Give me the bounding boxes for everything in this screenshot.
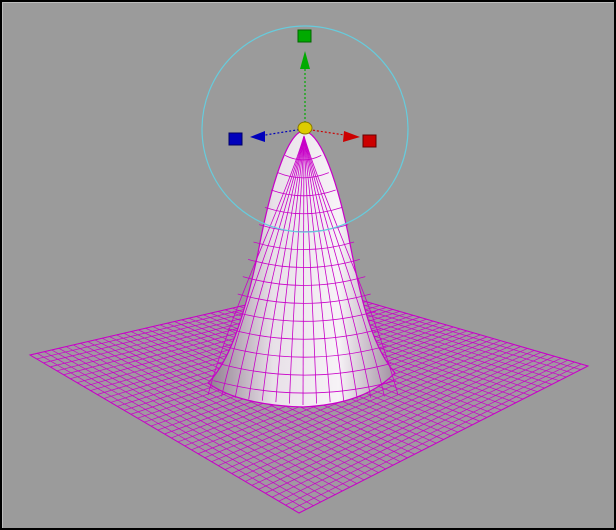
peak-wire-line xyxy=(221,135,305,397)
peak-wire-line xyxy=(207,135,305,396)
peak-wire-line xyxy=(247,258,360,268)
peak-wire-line xyxy=(303,135,358,400)
rotate-ring[interactable] xyxy=(201,25,409,233)
plane-grid-line xyxy=(265,355,555,494)
z-axis-handle[interactable] xyxy=(228,128,304,146)
y-axis-handle[interactable] xyxy=(297,29,312,127)
plane-grid-line xyxy=(224,344,515,470)
plane-grid-line xyxy=(318,287,589,367)
x-axis-handle[interactable] xyxy=(304,128,377,148)
peak-wire-line xyxy=(303,135,331,403)
plane-grid-line xyxy=(231,346,521,474)
plane-grid-line xyxy=(258,353,548,490)
plane-grid-line xyxy=(298,365,589,514)
peak-wire-line xyxy=(222,345,387,358)
center-handle[interactable] xyxy=(297,121,313,135)
peak-wire-line xyxy=(289,135,305,404)
peak-wire-line xyxy=(237,293,371,304)
plane-grid-line xyxy=(278,359,568,502)
peak-wire-line xyxy=(248,135,305,400)
peak-wire-line xyxy=(303,135,372,398)
plane-grid-line xyxy=(251,352,542,486)
peak-wire-line xyxy=(303,135,399,396)
plane-grid-line xyxy=(218,342,508,466)
peak-wire-line xyxy=(261,135,305,401)
peak-wire-line xyxy=(218,362,392,376)
peak-wire-line xyxy=(277,172,329,179)
peak-wire-line xyxy=(275,135,305,403)
plane-grid-line xyxy=(211,340,501,462)
peak-wire-line xyxy=(303,135,385,397)
peak-wire-line xyxy=(303,135,317,404)
peak-wire-line xyxy=(232,310,377,322)
peak-wire-line xyxy=(303,135,345,401)
plane-grid-line xyxy=(292,363,582,510)
scene-svg[interactable] xyxy=(3,3,615,529)
peak-wire-line xyxy=(234,135,305,398)
peak-wire-line xyxy=(213,380,397,394)
mesh-peak[interactable] xyxy=(207,130,399,408)
plane-grid-line xyxy=(245,350,535,482)
peak-wire-line xyxy=(302,135,305,406)
plane-grid-line xyxy=(271,357,562,498)
plane-grid-line xyxy=(285,361,575,506)
move-manipulator[interactable] xyxy=(201,25,409,233)
plane-grid-line xyxy=(238,348,528,478)
peak-wire-line xyxy=(227,328,382,340)
